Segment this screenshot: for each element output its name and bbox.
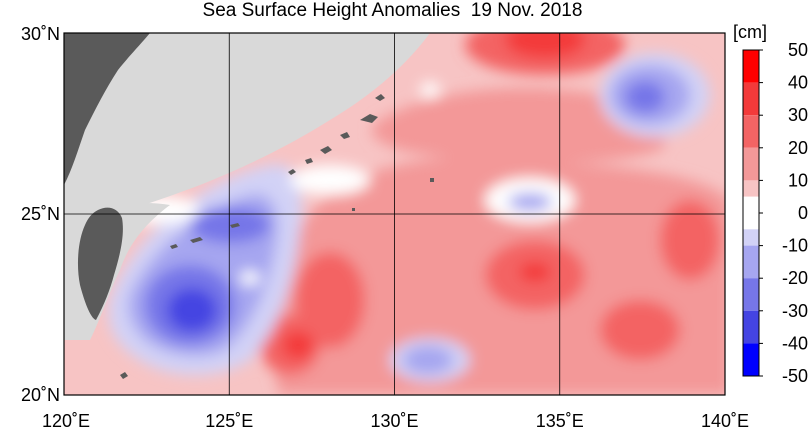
latitude-tick-label: 30˚N: [21, 24, 60, 44]
colorbar-swatch: [743, 147, 759, 181]
colorbar-swatch: [743, 343, 759, 376]
colorbar-swatch: [743, 82, 759, 116]
map-title: Sea Surface Height Anomalies 19 Nov. 201…: [202, 0, 583, 21]
colorbar: [cm] 50 40 30 20 10 0 -10 -20 -30 -40 -50: [733, 22, 808, 386]
colorbar-tick-label: 50: [788, 40, 808, 60]
colorbar-tick-label: 10: [788, 170, 808, 190]
colorbar-tick-label: 0: [798, 203, 808, 223]
longitude-tick-label: 125˚E: [205, 411, 253, 431]
latitude-tick-label: 20˚N: [21, 385, 60, 405]
latitude-tick-label: 25˚N: [21, 204, 60, 224]
longitude-tick-label: 135˚E: [536, 411, 584, 431]
longitude-tick-label: 140˚E: [701, 411, 749, 431]
colorbar-swatch: [743, 196, 759, 230]
graticule: [64, 33, 725, 395]
colorbar-tick-label: -50: [782, 366, 808, 386]
colorbar-tick-label: 30: [788, 105, 808, 125]
longitude-tick-label: 130˚E: [370, 411, 418, 431]
colorbar-tick-label: -40: [782, 333, 808, 353]
colorbar-swatch: [743, 50, 759, 83]
colorbar-tick-label: -10: [782, 236, 808, 256]
colorbar-swatch: [743, 245, 759, 279]
anomaly-field: [64, 33, 725, 395]
map-frame: [63, 32, 726, 396]
colorbar-swatch: [743, 310, 759, 344]
colorbar-tick-label: -20: [782, 268, 808, 288]
colorbar-tick-label: 40: [788, 73, 808, 93]
latitude-axis-labels: 30˚N 25˚N 20˚N: [21, 24, 60, 405]
colorbar-tick-label: 20: [788, 138, 808, 158]
longitude-tick-label: 120˚E: [42, 411, 90, 431]
colorbar-swatch: [743, 115, 759, 148]
colorbar-swatch: [743, 180, 759, 197]
colorbar-swatch: [743, 229, 759, 246]
colorbar-swatch: [743, 278, 759, 311]
longitude-axis-labels: 120˚E 125˚E 130˚E 135˚E 140˚E: [42, 411, 749, 431]
colorbar-tick-label: -30: [782, 301, 808, 321]
colorbar-unit-label: [cm]: [733, 22, 767, 42]
